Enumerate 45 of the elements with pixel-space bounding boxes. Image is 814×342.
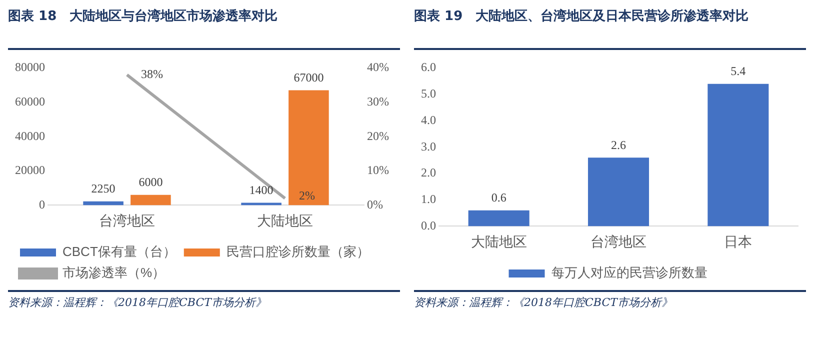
y-tick-label: 20000 [15, 163, 45, 178]
bar [588, 158, 650, 226]
x-tick-label: 大陆地区 [257, 212, 314, 228]
y-tick-label: 0 [39, 197, 45, 212]
legend-label: CBCT保有量（台） [62, 244, 176, 260]
x-tick-label: 大陆地区 [470, 233, 527, 250]
legend-label: 民营口腔诊所数量（家） [226, 244, 370, 260]
data-label: 2% [299, 188, 316, 202]
bar [288, 90, 329, 206]
y2-tick-label: 20% [367, 128, 390, 143]
bar [130, 194, 171, 206]
legend-label: 每万人对应的民营诊所数量 [551, 265, 708, 280]
data-label: 0.6 [491, 190, 506, 205]
text: 资料来源：温程辉：《2018年口腔CBCT市场分析》 [414, 290, 806, 310]
y2-tick-label: 10% [367, 163, 390, 178]
x-tick-label: 台湾地区 [99, 212, 155, 228]
y-tick-label: 1.0 [421, 192, 436, 206]
y-tick-label: 5.0 [421, 86, 436, 101]
y2-tick-label: 0% [367, 197, 384, 212]
text: 资料来源：温程辉：《2018年口腔CBCT市场分析》 [8, 290, 400, 310]
x-tick-label: 台湾地区 [590, 233, 646, 250]
data-label: 2.6 [611, 138, 626, 152]
chart-title: 图表 19 大陆地区、台湾地区及日本民营诊所渗透率对比 [414, 8, 806, 50]
y-tick-label: 2.0 [421, 166, 436, 180]
data-label: 67000 [294, 70, 324, 84]
data-label: 1400 [249, 182, 274, 197]
data-label: 38% [141, 67, 163, 82]
data-label: 2250 [91, 181, 116, 196]
y-tick-label: 6.0 [421, 60, 436, 74]
bar [468, 210, 530, 226]
y-tick-label: 80000 [15, 60, 45, 74]
chart-title: 图表 18 大陆地区与台湾地区市场渗透率对比 [8, 8, 400, 50]
x-tick-label: 日本 [724, 233, 752, 250]
data-label: 5.4 [730, 64, 746, 78]
y-tick-label: 0.0 [421, 218, 436, 232]
y-tick-label: 4.0 [421, 112, 436, 127]
y2-tick-label: 30% [367, 94, 390, 108]
data-label: 6000 [138, 175, 163, 190]
y-tick-label: 60000 [15, 94, 45, 108]
bar [708, 84, 769, 226]
y2-tick-label: 40% [367, 60, 390, 74]
y-tick-label: 40000 [15, 128, 45, 143]
bar [83, 201, 124, 206]
legend-label: 市场渗透率（%） [62, 265, 166, 280]
y-tick-label: 3.0 [421, 139, 436, 154]
